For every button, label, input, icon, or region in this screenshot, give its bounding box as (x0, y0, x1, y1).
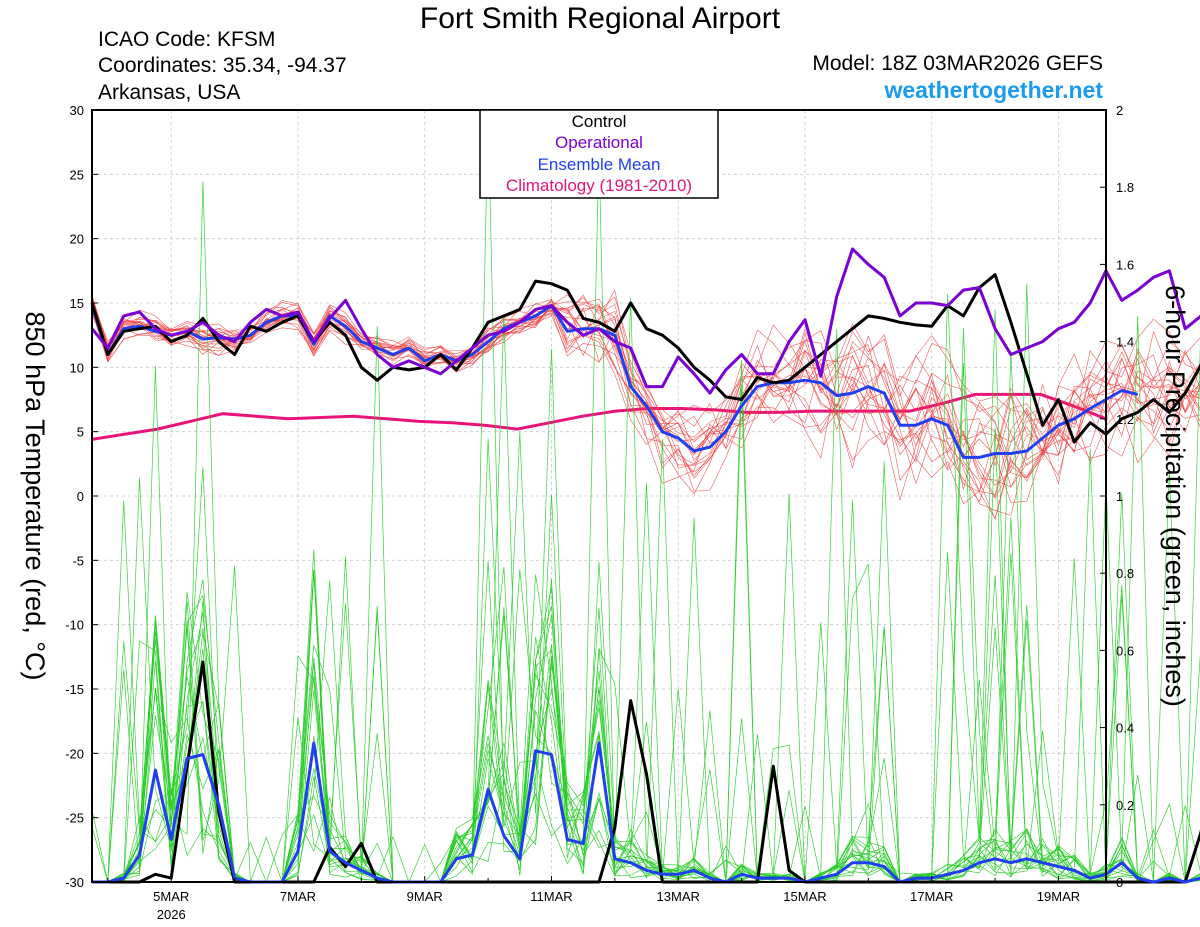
chart-title: Fort Smith Regional Airport (419, 2, 781, 35)
y-tick-label-right: 0.6 (1116, 643, 1134, 658)
grid-lines (92, 110, 1106, 882)
x-tick-label: 11MAR (530, 889, 572, 904)
y-tick-label-right: 1.6 (1116, 257, 1134, 272)
y-tick-label-left: -10 (65, 618, 84, 633)
x-tick-label: 19MAR (1037, 889, 1080, 904)
legend-climatology: Climatology (1981-2010) (506, 176, 692, 195)
y-tick-label-left: 15 (70, 296, 84, 311)
y-axis-label-left: 850 hPa Temperature (red, °C) (20, 312, 50, 681)
y-tick-label-left: -30 (65, 875, 84, 890)
y-tick-label-left: 30 (70, 103, 84, 118)
region: Arkansas, USA (98, 81, 241, 104)
y-tick-label-right: 2 (1116, 103, 1123, 118)
icao-code: ICAO Code: KFSM (98, 28, 276, 51)
legend-control: Control (572, 112, 627, 131)
y-tick-label-left: -5 (72, 553, 84, 568)
y-tick-label-left: -20 (65, 746, 84, 761)
y-axis-label-right: 6-hour Precipitation (green, inches) (1160, 285, 1190, 707)
temp-member-line (91, 298, 1200, 488)
y-tick-label-left: 0 (77, 489, 84, 504)
y-tick-label-right: 0.2 (1116, 798, 1134, 813)
control-temp-line (90, 273, 1200, 444)
precip-member-line (92, 309, 1200, 883)
y-tick-label-right: 0.4 (1116, 721, 1134, 736)
y-tick-label-left: -25 (65, 811, 84, 826)
x-tick-label: 15MAR (783, 889, 826, 904)
y-tick-label-right: 0.8 (1116, 566, 1134, 581)
y-tick-label-left: -15 (65, 682, 84, 697)
x-tick-label: 7MAR (280, 889, 316, 904)
legend: Control Operational Ensemble Mean Climat… (479, 109, 719, 199)
y-tick-label-right: 1.4 (1116, 335, 1134, 350)
temp-member-line (91, 302, 1200, 460)
precip-member-line (91, 365, 1200, 883)
y-tick-label-left: 25 (70, 167, 84, 182)
coordinates: Coordinates: 35.34, -94.37 (98, 54, 347, 77)
temp-member-line (91, 300, 1200, 493)
x-tick-label: 5MAR (153, 889, 189, 904)
legend-operational: Operational (555, 133, 643, 152)
x-tick-year-label: 2026 (157, 907, 186, 922)
precip-member-line (92, 297, 1200, 883)
legend-box (479, 109, 719, 199)
precip-member-line (92, 148, 1200, 884)
y-tick-label-left: 10 (70, 360, 84, 375)
climatology-line (91, 392, 1107, 441)
operational-temp-line (90, 247, 1200, 395)
model-run: Model: 18Z 03MAR2026 GEFS (812, 52, 1103, 75)
precip-member-line (92, 467, 1200, 883)
y-tick-label-left: 20 (70, 232, 84, 247)
y-tick-label-right: 1.8 (1116, 180, 1134, 195)
x-tick-label: 13MAR (657, 889, 700, 904)
website-link[interactable]: weathertogether.net (884, 77, 1103, 103)
x-tick-label: 9MAR (407, 889, 443, 904)
main-series-layer (90, 247, 1200, 884)
y-tick-label-right: 1.2 (1116, 412, 1134, 427)
temp-member-line (91, 306, 1200, 454)
ensemble-mean-temp-line (90, 304, 1139, 459)
x-tick-label: 17MAR (910, 889, 953, 904)
precip-member-line (91, 493, 1200, 883)
ensemble-mean-precip-line (92, 741, 1200, 884)
precip-member-line (92, 469, 1200, 883)
temp-member-line (91, 294, 1200, 495)
y-tick-label-right: 0 (1116, 875, 1123, 890)
y-tick-label-left: 5 (77, 425, 84, 440)
y-tick-label-right: 1 (1116, 489, 1123, 504)
legend-ensemble-mean: Ensemble Mean (538, 155, 661, 174)
axis-ticks: 302520151050-5-10-15-20-25-3021.81.61.41… (65, 103, 1134, 922)
climatology-layer (91, 392, 1107, 441)
temp-member-line (91, 300, 1200, 479)
